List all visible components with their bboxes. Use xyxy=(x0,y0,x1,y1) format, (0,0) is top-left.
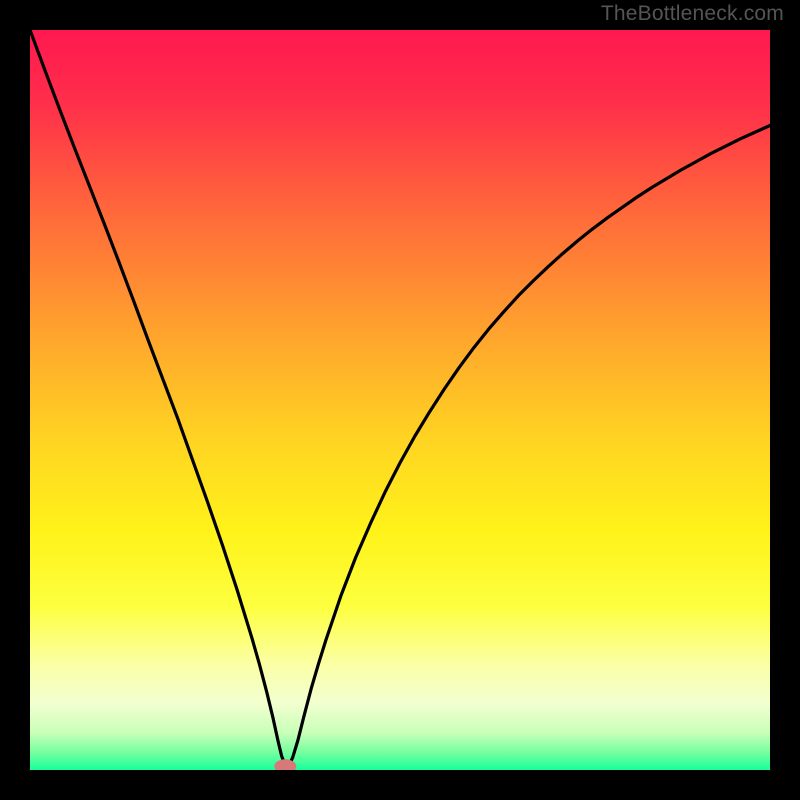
chart-svg xyxy=(0,0,800,800)
bottleneck-chart: TheBottleneck.com xyxy=(0,0,800,800)
plot-background xyxy=(30,30,770,770)
watermark-text: TheBottleneck.com xyxy=(601,2,784,26)
